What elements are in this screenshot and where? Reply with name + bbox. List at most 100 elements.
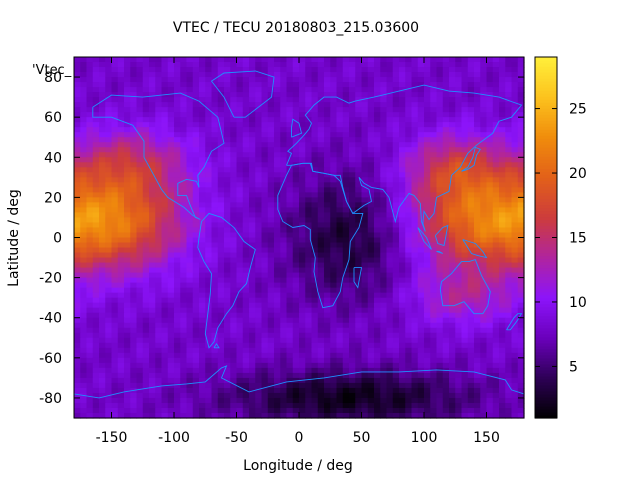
heatmap-cell [455, 142, 463, 148]
heatmap-cell [224, 297, 231, 304]
heatmap-cell [117, 357, 125, 364]
heatmap-cell [92, 82, 100, 88]
heatmap-cell [436, 392, 444, 399]
heatmap-cell [149, 322, 156, 329]
heatmap-cell [492, 357, 500, 364]
heatmap-cell [442, 372, 450, 379]
heatmap-cell [280, 257, 288, 264]
heatmap-cell [292, 157, 300, 163]
heatmap-cell [267, 397, 275, 404]
heatmap-cell [192, 367, 200, 374]
heatmap-cell [224, 367, 231, 374]
heatmap-cell [186, 72, 194, 78]
heatmap-cell [417, 277, 425, 284]
heatmap-cell [336, 277, 344, 284]
heatmap-cell [217, 292, 225, 299]
heatmap-cell [92, 362, 100, 369]
heatmap-cell [517, 227, 525, 234]
heatmap-cell [455, 302, 463, 309]
heatmap-cell [136, 247, 144, 254]
heatmap-cell [236, 357, 244, 364]
heatmap-cell [280, 137, 288, 143]
heatmap-cell [374, 392, 381, 399]
heatmap-cell [274, 77, 281, 83]
heatmap-cell [367, 317, 375, 324]
heatmap-cell [467, 257, 475, 264]
heatmap-cell [517, 187, 525, 193]
heatmap-cell [442, 287, 450, 294]
heatmap-cell [492, 282, 500, 289]
heatmap-cell [411, 302, 419, 309]
heatmap-cell [392, 182, 400, 188]
heatmap-cell [442, 347, 450, 354]
heatmap-cell [311, 92, 319, 98]
heatmap-cell [74, 312, 81, 319]
heatmap-cell [174, 177, 181, 183]
heatmap-cell [411, 197, 419, 203]
heatmap-cell [199, 282, 206, 289]
heatmap-cell [292, 82, 300, 88]
heatmap-cell [405, 212, 413, 219]
heatmap-cell [242, 117, 250, 123]
heatmap-cell [399, 232, 406, 239]
heatmap-cell [224, 362, 231, 369]
heatmap-cell [311, 337, 319, 344]
heatmap-cell [480, 322, 488, 329]
heatmap-cell [292, 227, 300, 234]
heatmap-cell [249, 162, 256, 168]
heatmap-cell [467, 352, 475, 359]
heatmap-cell [330, 352, 338, 359]
heatmap-cell [480, 382, 488, 389]
heatmap-cell [511, 222, 519, 229]
heatmap-cell [324, 367, 331, 374]
heatmap-cell [492, 192, 500, 198]
heatmap-cell [299, 227, 306, 234]
heatmap-cell [430, 332, 438, 339]
heatmap-cell [411, 332, 419, 339]
heatmap-cell [230, 397, 238, 404]
heatmap-cell [180, 137, 188, 143]
heatmap-cell [305, 227, 313, 234]
heatmap-cell [305, 292, 313, 299]
heatmap-cell [505, 107, 513, 113]
heatmap-cell [136, 77, 144, 83]
heatmap-cell [142, 212, 150, 219]
heatmap-cell [355, 267, 363, 274]
heatmap-cell [349, 317, 356, 324]
heatmap-cell [86, 257, 94, 264]
heatmap-cell [217, 252, 225, 259]
heatmap-cell [386, 122, 394, 128]
heatmap-cell [180, 237, 188, 244]
heatmap-cell [324, 197, 331, 203]
heatmap-cell [86, 317, 94, 324]
heatmap-cell [361, 337, 369, 344]
heatmap-cell [155, 382, 163, 389]
heatmap-cell [292, 72, 300, 78]
heatmap-cell [424, 322, 431, 329]
heatmap-cell [224, 77, 231, 83]
heatmap-cell [405, 192, 413, 198]
heatmap-cell [124, 77, 131, 83]
heatmap-cell [92, 127, 100, 133]
heatmap-cell [211, 107, 219, 113]
heatmap-cell [192, 382, 200, 389]
heatmap-cell [92, 357, 100, 364]
heatmap-cell [130, 237, 138, 244]
heatmap-cell [255, 287, 263, 294]
heatmap-cell [505, 287, 513, 294]
heatmap-cell [517, 62, 525, 68]
heatmap-cell [380, 347, 388, 354]
heatmap-cell [467, 357, 475, 364]
heatmap-cell [330, 192, 338, 198]
heatmap-cell [274, 347, 281, 354]
heatmap-cell [455, 292, 463, 299]
heatmap-cell [380, 232, 388, 239]
heatmap-cell [430, 297, 438, 304]
heatmap-cell [174, 357, 181, 364]
heatmap-cell [192, 292, 200, 299]
heatmap-cell [261, 272, 269, 279]
heatmap-cell [305, 207, 313, 214]
heatmap-cell [174, 222, 181, 229]
heatmap-cell [299, 187, 306, 193]
heatmap-cell [330, 292, 338, 299]
